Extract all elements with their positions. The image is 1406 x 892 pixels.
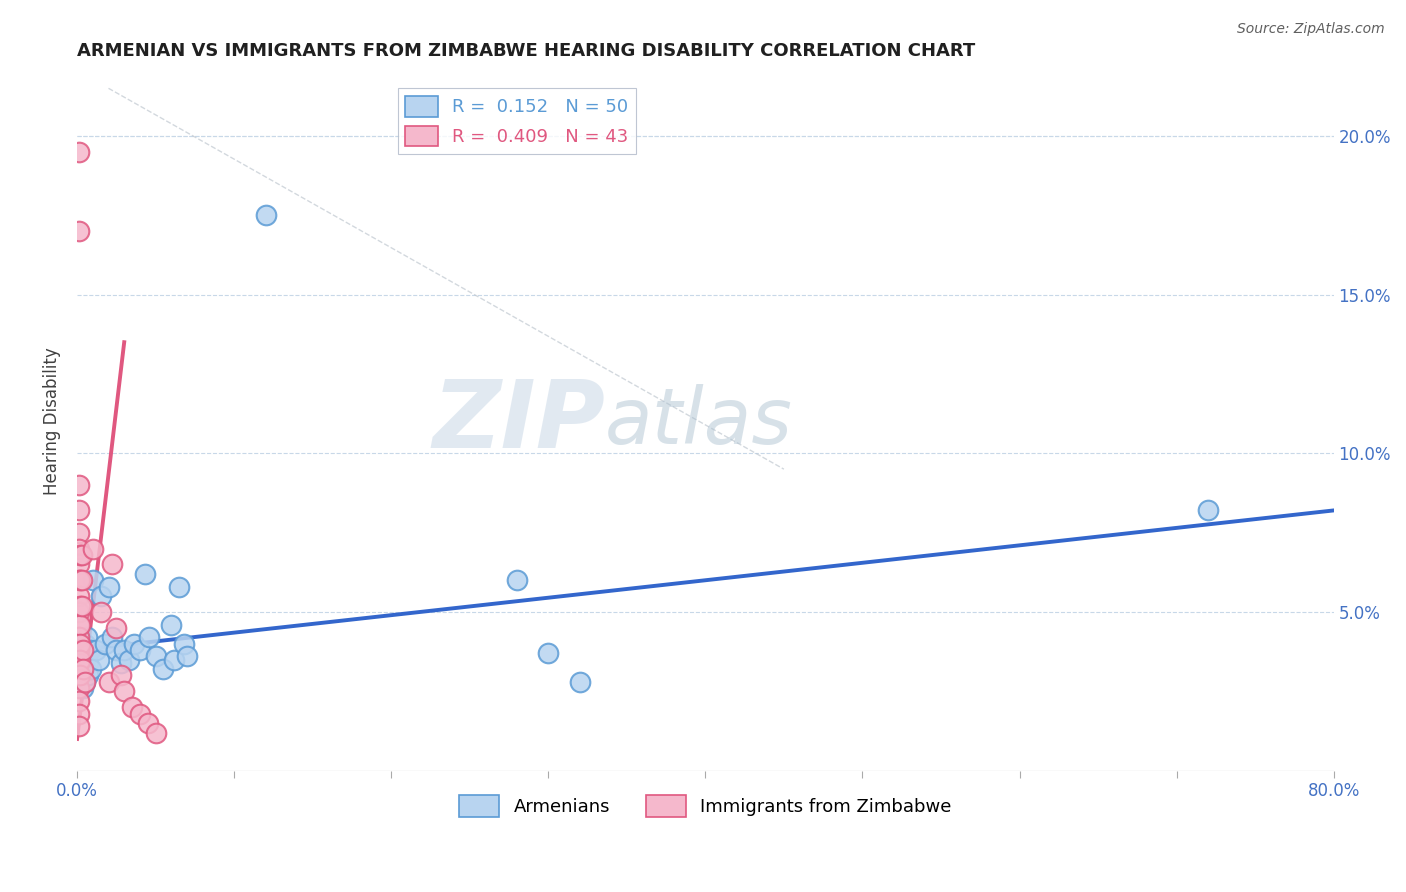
Legend: Armenians, Immigrants from Zimbabwe: Armenians, Immigrants from Zimbabwe bbox=[451, 788, 959, 824]
Point bbox=[100, 558, 122, 572]
Point bbox=[69, 548, 91, 562]
Point bbox=[163, 652, 186, 666]
Text: ARMENIAN VS IMMIGRANTS FROM ZIMBABWE HEARING DISABILITY CORRELATION CHART: ARMENIAN VS IMMIGRANTS FROM ZIMBABWE HEA… bbox=[77, 42, 976, 60]
Point bbox=[70, 674, 93, 689]
Point bbox=[79, 643, 101, 657]
Point bbox=[72, 681, 94, 695]
Point bbox=[176, 649, 198, 664]
Point bbox=[67, 668, 90, 682]
Text: Source: ZipAtlas.com: Source: ZipAtlas.com bbox=[1237, 22, 1385, 37]
Point bbox=[129, 643, 152, 657]
Point bbox=[70, 662, 93, 676]
Point bbox=[105, 621, 128, 635]
Point bbox=[94, 637, 117, 651]
Point bbox=[73, 674, 96, 689]
Point bbox=[67, 525, 90, 540]
Point bbox=[67, 558, 90, 572]
Point bbox=[97, 674, 120, 689]
Point bbox=[77, 656, 100, 670]
Point bbox=[73, 674, 96, 689]
Point bbox=[67, 541, 90, 556]
Point bbox=[67, 617, 90, 632]
Point bbox=[1197, 503, 1219, 517]
Point bbox=[84, 643, 107, 657]
Point bbox=[173, 637, 195, 651]
Point bbox=[145, 649, 167, 664]
Point bbox=[67, 643, 90, 657]
Point bbox=[67, 478, 90, 492]
Point bbox=[72, 662, 94, 676]
Point bbox=[70, 599, 93, 613]
Point bbox=[90, 605, 112, 619]
Point bbox=[69, 649, 91, 664]
Point bbox=[167, 580, 190, 594]
Point bbox=[112, 684, 135, 698]
Point bbox=[72, 668, 94, 682]
Text: atlas: atlas bbox=[605, 384, 793, 459]
Point bbox=[67, 656, 90, 670]
Point bbox=[73, 649, 96, 664]
Point bbox=[67, 706, 90, 721]
Point bbox=[72, 656, 94, 670]
Point bbox=[67, 574, 90, 588]
Point bbox=[70, 649, 93, 664]
Point bbox=[67, 719, 90, 733]
Point bbox=[69, 574, 91, 588]
Point bbox=[506, 574, 529, 588]
Point bbox=[152, 662, 174, 676]
Point bbox=[70, 574, 93, 588]
Point bbox=[110, 668, 132, 682]
Point bbox=[134, 566, 156, 581]
Point bbox=[121, 700, 143, 714]
Point bbox=[67, 589, 90, 603]
Point bbox=[129, 706, 152, 721]
Point bbox=[67, 631, 90, 645]
Point bbox=[73, 662, 96, 676]
Point bbox=[136, 716, 159, 731]
Point bbox=[122, 637, 145, 651]
Text: ZIP: ZIP bbox=[432, 376, 605, 467]
Point bbox=[69, 659, 91, 673]
Point bbox=[69, 617, 91, 632]
Point bbox=[77, 668, 100, 682]
Point bbox=[76, 631, 98, 645]
Point bbox=[69, 637, 91, 651]
Point bbox=[100, 631, 122, 645]
Point bbox=[118, 652, 141, 666]
Point bbox=[82, 541, 104, 556]
Point bbox=[82, 574, 104, 588]
Point bbox=[67, 681, 90, 695]
Point bbox=[76, 649, 98, 664]
Point bbox=[254, 208, 277, 222]
Point bbox=[69, 652, 91, 666]
Point bbox=[67, 224, 90, 238]
Point bbox=[67, 503, 90, 517]
Point bbox=[97, 580, 120, 594]
Point bbox=[110, 656, 132, 670]
Point bbox=[69, 668, 91, 682]
Point bbox=[160, 617, 183, 632]
Point bbox=[112, 643, 135, 657]
Point bbox=[72, 643, 94, 657]
Y-axis label: Hearing Disability: Hearing Disability bbox=[44, 348, 60, 495]
Point bbox=[537, 646, 560, 660]
Point bbox=[568, 674, 591, 689]
Point bbox=[69, 668, 91, 682]
Point bbox=[70, 548, 93, 562]
Point bbox=[87, 652, 110, 666]
Point bbox=[67, 694, 90, 708]
Point bbox=[105, 643, 128, 657]
Point bbox=[67, 145, 90, 159]
Point bbox=[145, 725, 167, 739]
Point bbox=[80, 662, 103, 676]
Point bbox=[67, 605, 90, 619]
Point bbox=[138, 631, 160, 645]
Point bbox=[70, 637, 93, 651]
Point bbox=[69, 599, 91, 613]
Point bbox=[72, 643, 94, 657]
Point bbox=[67, 631, 90, 645]
Point bbox=[90, 589, 112, 603]
Point bbox=[67, 643, 90, 657]
Point bbox=[73, 637, 96, 651]
